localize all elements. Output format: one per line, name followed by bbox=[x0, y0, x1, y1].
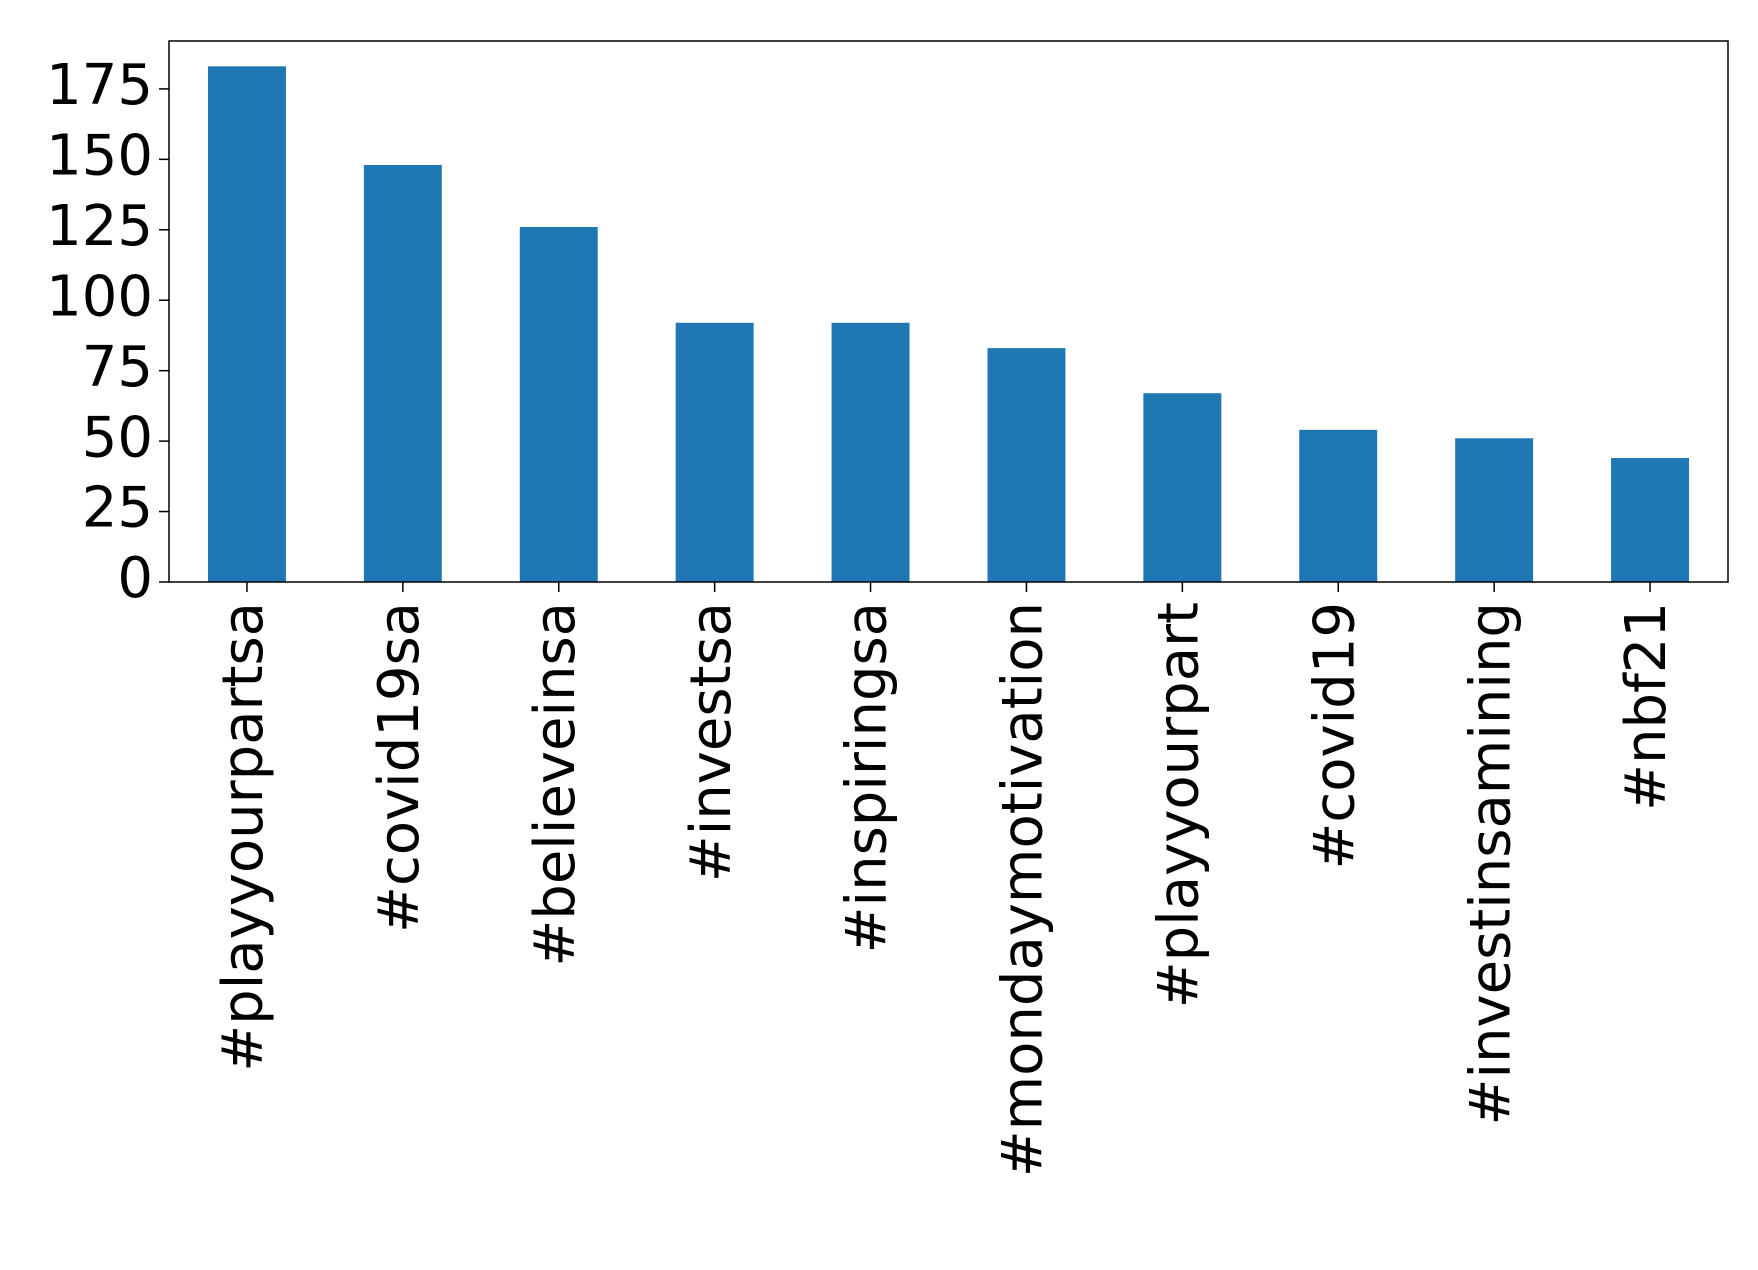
y-tick-label: 0 bbox=[117, 546, 153, 611]
bar bbox=[987, 348, 1066, 582]
bar bbox=[1611, 458, 1690, 582]
x-tick-label: #investinsamining bbox=[1458, 602, 1523, 1125]
bar bbox=[207, 66, 286, 582]
x-tick-label: #nbf21 bbox=[1614, 602, 1679, 811]
y-tick-label: 25 bbox=[82, 476, 153, 541]
x-tick-label: #inspiringsa bbox=[835, 602, 900, 953]
bar bbox=[363, 164, 442, 582]
y-tick-label: 150 bbox=[46, 123, 153, 188]
plot-frame bbox=[168, 40, 1729, 583]
bar bbox=[1455, 438, 1534, 582]
x-tick-label: #covid19 bbox=[1302, 602, 1367, 869]
bar bbox=[519, 226, 598, 582]
bar bbox=[831, 322, 910, 582]
y-tick-label: 50 bbox=[82, 405, 153, 470]
x-tick-label: #mondaymotivation bbox=[991, 602, 1056, 1177]
bar bbox=[1143, 393, 1222, 582]
x-tick-label: #playyourpartsa bbox=[211, 602, 276, 1072]
y-tick-label: 100 bbox=[46, 264, 153, 329]
bar bbox=[675, 322, 754, 582]
bar bbox=[1299, 429, 1378, 582]
x-tick-label: #investsa bbox=[679, 602, 744, 882]
x-tick-label: #playyourpart bbox=[1146, 602, 1211, 1008]
x-tick-label: #believeinsa bbox=[523, 602, 588, 967]
y-tick-label: 125 bbox=[46, 194, 153, 259]
x-tick-label: #covid19sa bbox=[367, 602, 432, 933]
y-tick-label: 175 bbox=[46, 53, 153, 118]
y-tick-label: 75 bbox=[82, 335, 153, 400]
